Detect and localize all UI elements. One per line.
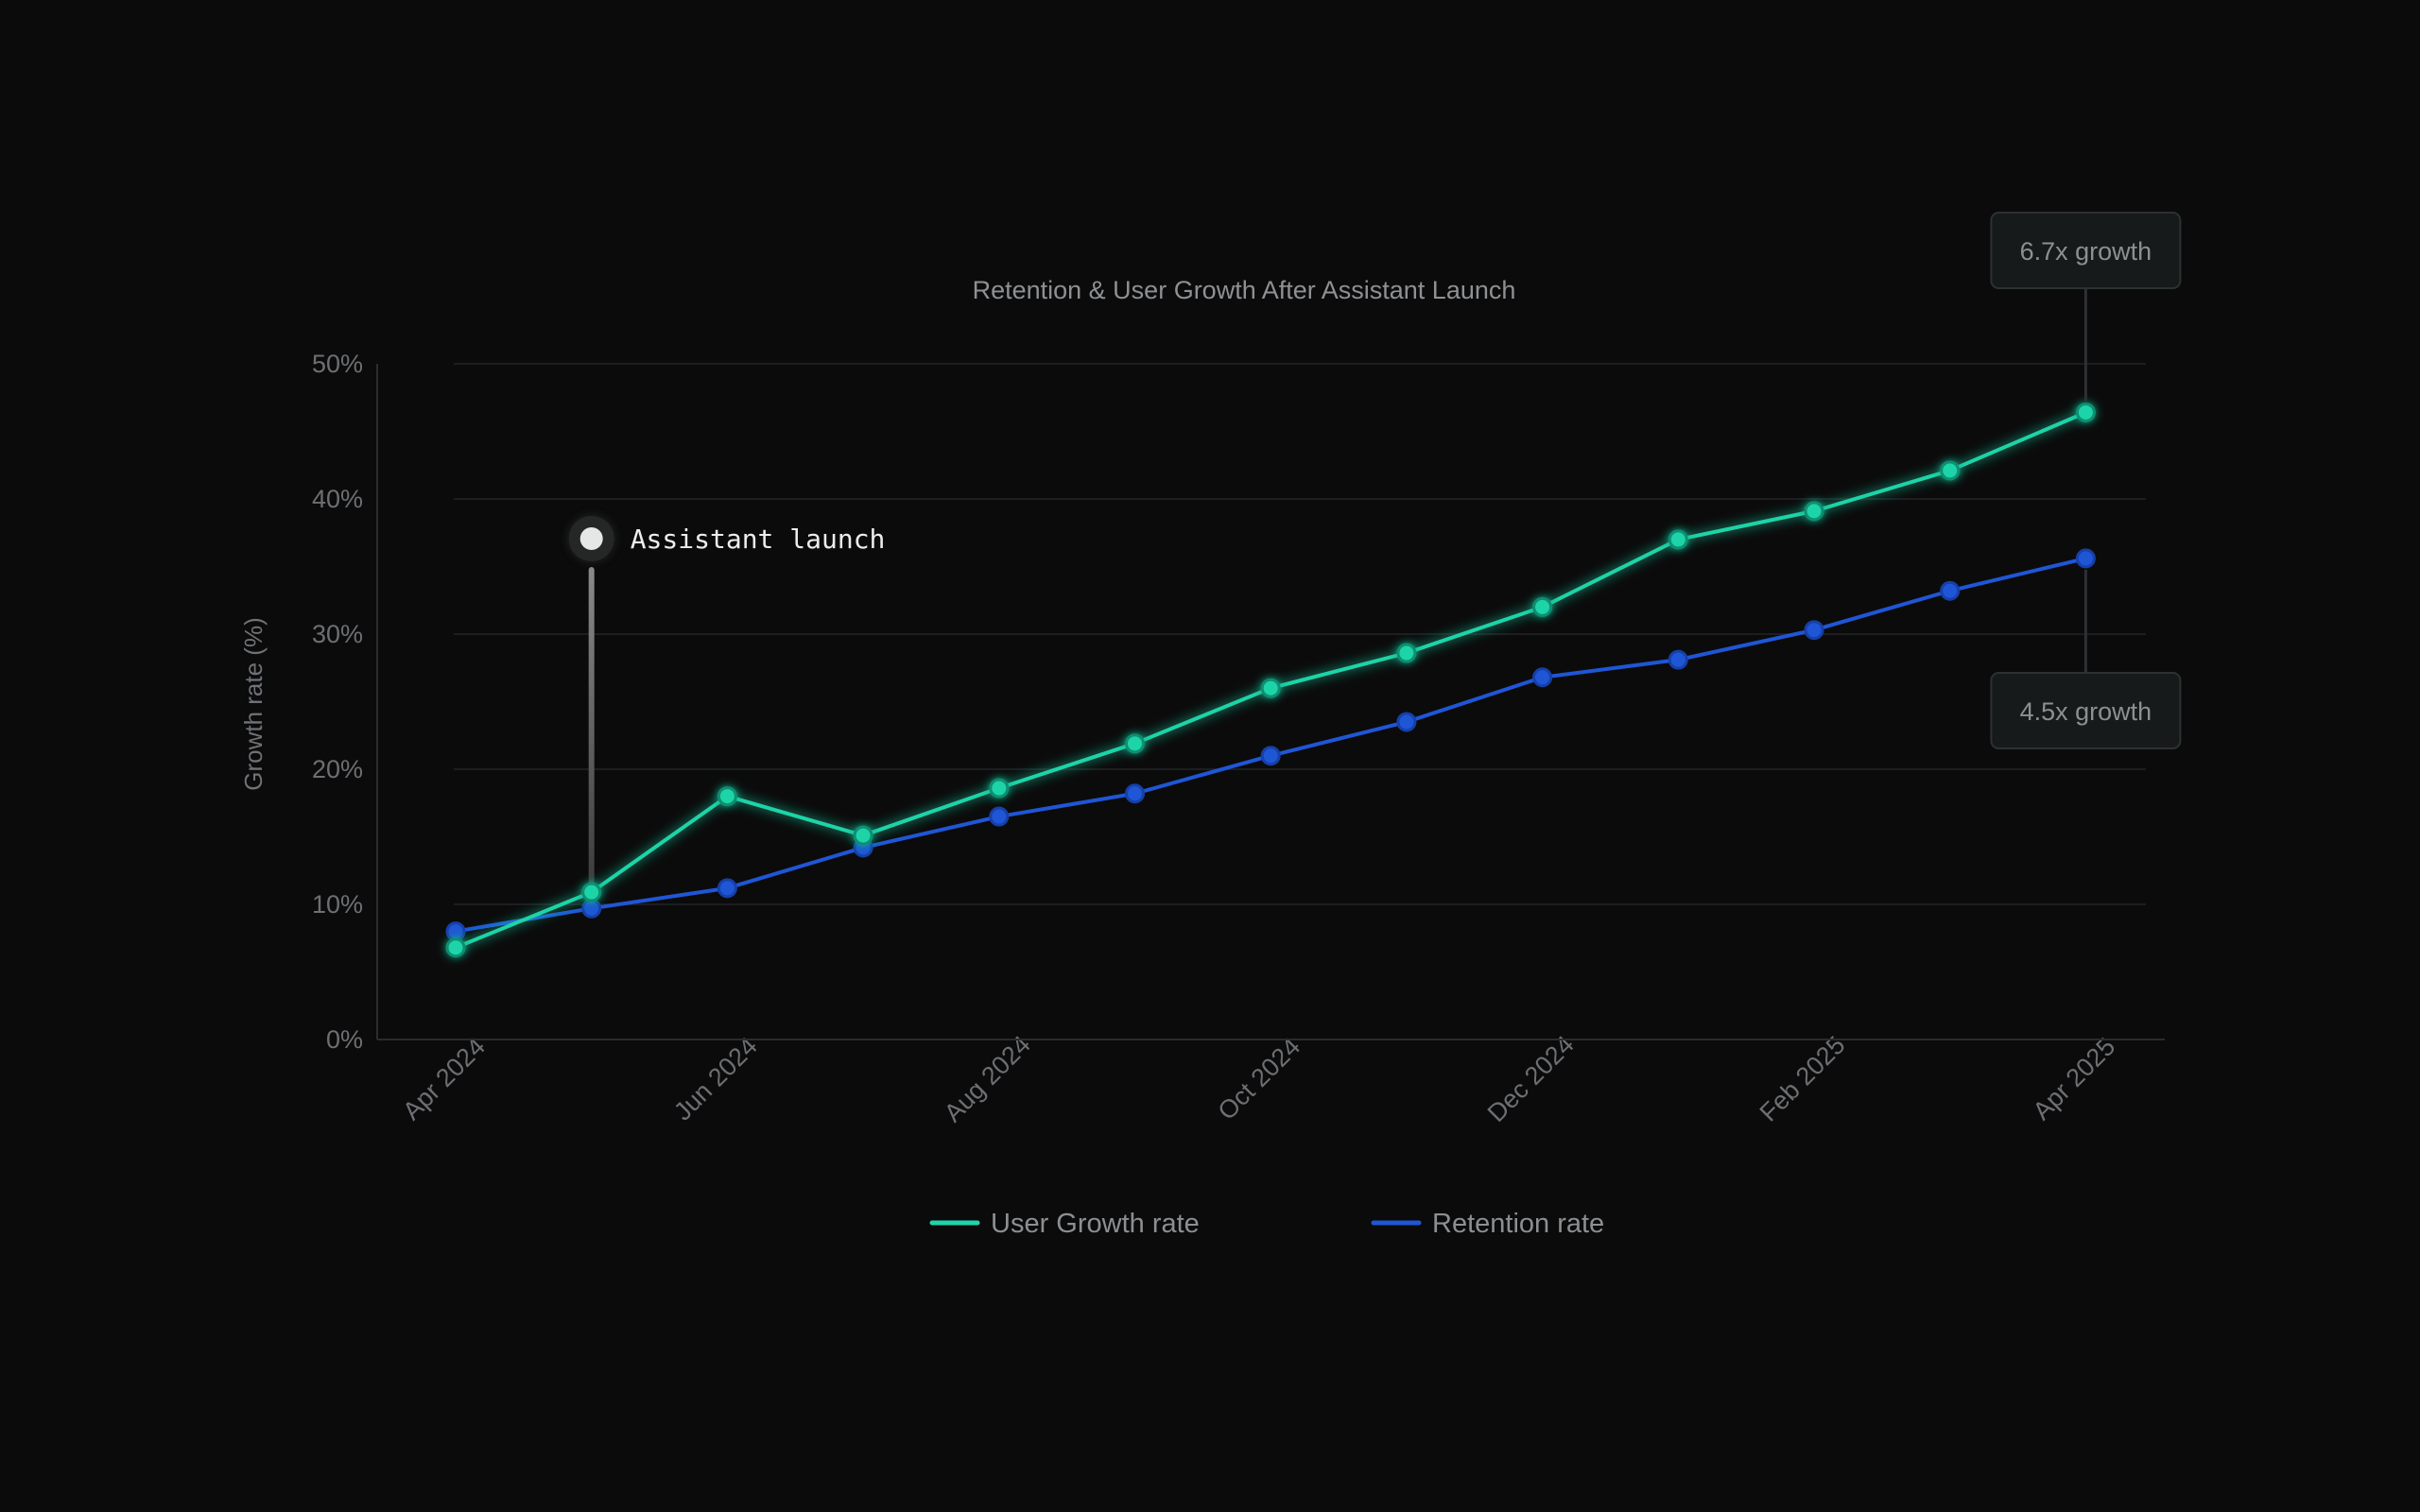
chart-title: Retention & User Growth After Assistant …	[973, 276, 1516, 304]
legend: User Growth rate Retention rate	[929, 1209, 1604, 1239]
launch-annotation-label: Assistant launch	[631, 524, 886, 555]
retention-point	[581, 898, 602, 919]
y-tick-label: 10%	[312, 890, 363, 919]
series-layer	[445, 402, 2096, 958]
launch-annotation: Assistant launch	[568, 516, 886, 893]
user-growth-point	[1396, 643, 1417, 663]
x-axis-ticks: Apr 2024 Jun 2024 Aug 2024 Oct 2024 Dec 2024…	[397, 1030, 2120, 1127]
retention-point	[1532, 667, 1553, 688]
retention-point	[2075, 548, 2096, 569]
user-growth-point	[1940, 460, 1961, 481]
x-tick-label: Feb 2025	[1754, 1031, 1851, 1127]
x-tick-label: Apr 2024	[397, 1032, 491, 1125]
retention-callout-box	[1990, 672, 2182, 749]
user-growth-point	[581, 882, 602, 902]
y-axis-label: Growth rate (%)	[239, 617, 268, 791]
retention-point	[1125, 783, 1145, 804]
launch-marker-dot	[579, 527, 603, 550]
x-tick-label: Oct 2024	[1212, 1032, 1305, 1125]
y-tick-label: 40%	[312, 485, 363, 513]
user-growth-point	[989, 778, 1010, 799]
user-growth-point	[1125, 733, 1145, 754]
retention-point	[1396, 712, 1417, 732]
retention-point	[1260, 746, 1281, 766]
growth-callout-label: 6.7x growth	[2020, 237, 2152, 266]
retention-point	[989, 806, 1010, 827]
retention-callout-label: 4.5x growth	[2020, 697, 2152, 726]
legend-label-user-growth: User Growth rate	[991, 1209, 1200, 1239]
user-growth-point	[1532, 596, 1553, 617]
user-growth-point	[1804, 501, 1824, 522]
user-growth-point	[445, 937, 466, 958]
user-growth-point	[1668, 529, 1688, 550]
retention-point	[1940, 580, 1961, 601]
retention-point	[717, 878, 737, 899]
gridlines	[454, 363, 2146, 905]
x-tick-label: Dec 2024	[1482, 1030, 1580, 1127]
y-tick-label: 50%	[312, 350, 363, 378]
user-growth-point	[1260, 678, 1281, 698]
y-tick-label: 0%	[326, 1025, 363, 1054]
y-tick-label: 20%	[312, 755, 363, 783]
user-growth-point	[2075, 402, 2096, 422]
retention-point	[1668, 649, 1688, 670]
x-tick-label: Jun 2024	[668, 1032, 763, 1126]
retention-point	[1804, 620, 1824, 641]
growth-callout-box	[1990, 212, 2182, 289]
x-tick-label: Apr 2025	[2028, 1032, 2121, 1125]
callouts: 6.7x growth 4.5x growth	[1990, 212, 2182, 749]
y-axis-ticks: 0% 10% 20% 30% 40% 50%	[312, 350, 363, 1054]
x-tick-label: Aug 2024	[939, 1030, 1036, 1127]
legend-label-retention: Retention rate	[1432, 1209, 1604, 1239]
launch-marker-line	[588, 567, 595, 893]
retention-point	[445, 921, 466, 942]
y-tick-label: 30%	[312, 620, 363, 648]
retention-line	[455, 556, 2086, 934]
user-growth-point	[717, 786, 737, 807]
user-growth-point	[853, 825, 873, 846]
